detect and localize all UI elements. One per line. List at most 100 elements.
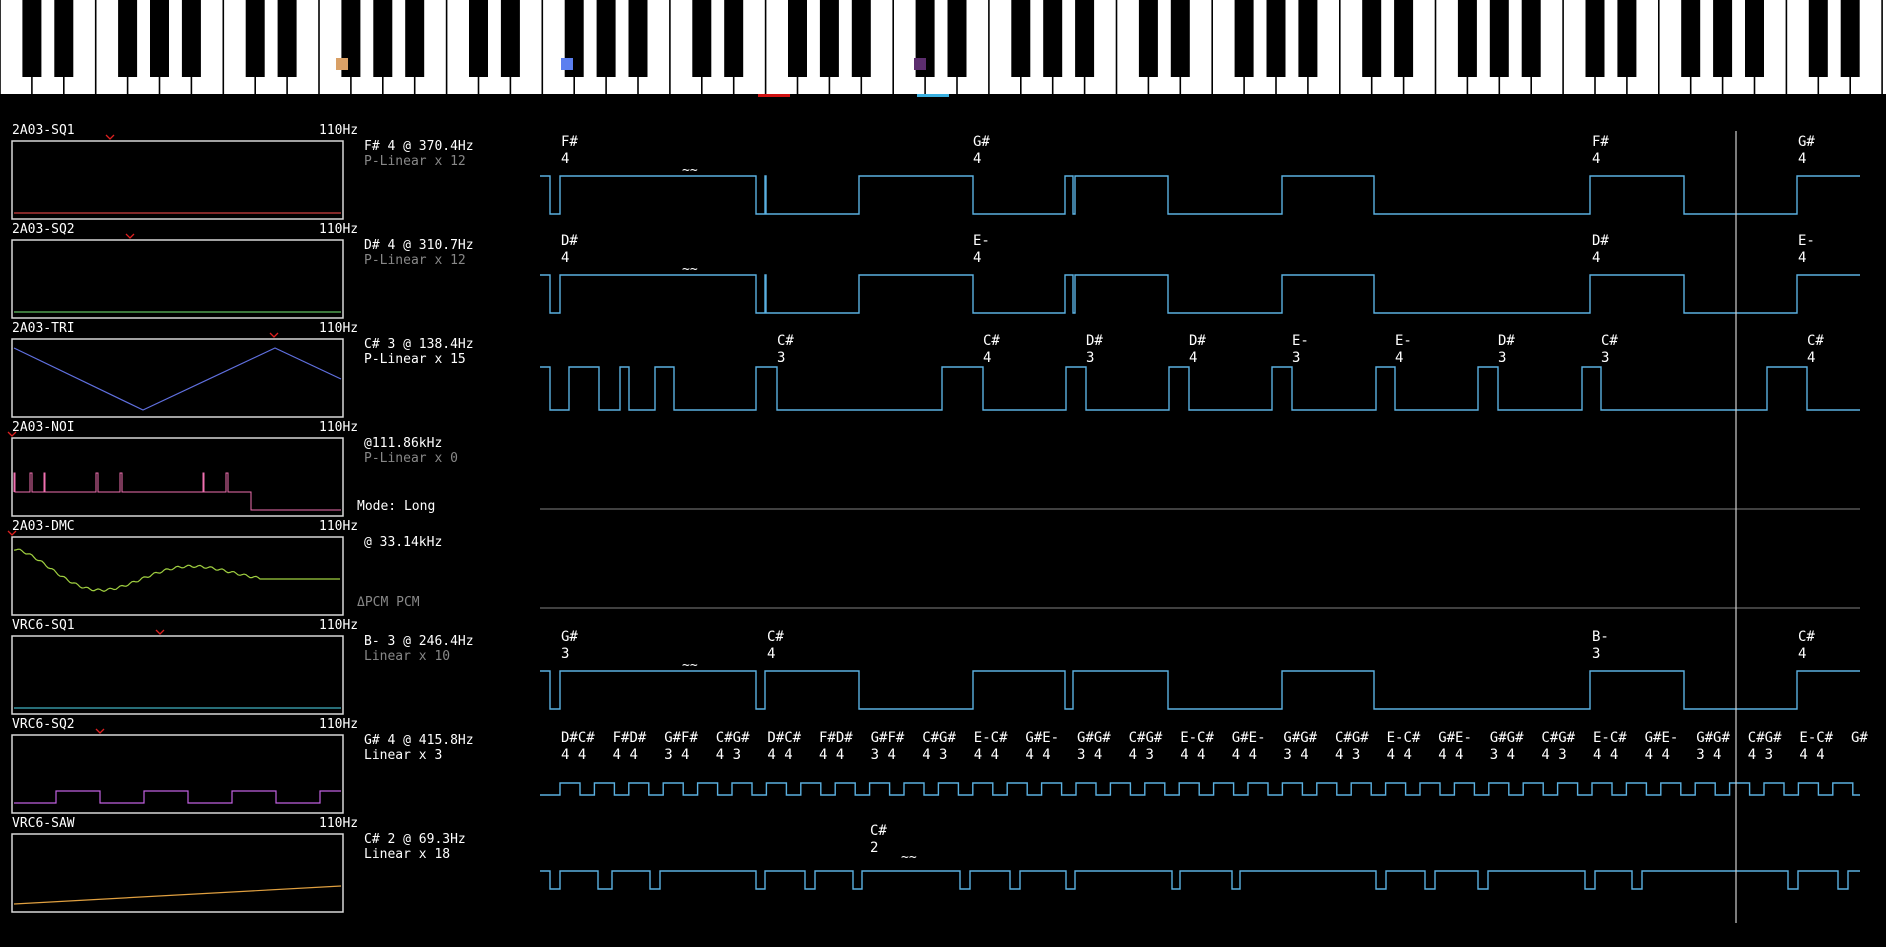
- note-label: C#: [1798, 629, 1815, 645]
- arpeggio-octaves: 4 4: [1232, 747, 1257, 763]
- arpeggio-notes: G#F#: [664, 730, 698, 746]
- black-key[interactable]: [1043, 0, 1063, 77]
- piano-keyboard[interactable]: [0, 0, 1886, 97]
- note-label: G#: [561, 629, 578, 645]
- black-key[interactable]: [373, 0, 393, 77]
- note-octave: 2: [870, 840, 878, 856]
- note-label: E-: [1798, 233, 1815, 249]
- note-octave: 4: [561, 250, 569, 266]
- channel-name: VRC6-SQ2: [12, 717, 75, 732]
- channel-scope-rate: 110Hz: [319, 420, 358, 435]
- black-key[interactable]: [692, 0, 712, 77]
- channel-pitch-mode: Linear x 3: [364, 748, 442, 763]
- black-key[interactable]: [819, 0, 839, 77]
- black-key[interactable]: [1840, 0, 1860, 77]
- black-key[interactable]: [1298, 0, 1318, 77]
- black-key[interactable]: [181, 0, 201, 77]
- note-label: C#: [983, 333, 1000, 349]
- black-key[interactable]: [915, 0, 935, 77]
- arpeggio-notes: G#G#: [1490, 730, 1524, 746]
- roll-track-2: D#4E-4D#4E-4~~: [540, 233, 1860, 314]
- roll-waveform: [540, 670, 1860, 710]
- note-label: D#: [1592, 233, 1609, 249]
- trigger-marker: [95, 728, 105, 734]
- arpeggio-octaves: 3 4: [1490, 747, 1515, 763]
- note-octave: 3: [561, 646, 569, 662]
- channel-name: VRC6-SQ1: [12, 618, 75, 633]
- note-octave: 4: [973, 250, 981, 266]
- black-key[interactable]: [500, 0, 520, 77]
- black-key[interactable]: [628, 0, 648, 77]
- black-key[interactable]: [1362, 0, 1382, 77]
- black-key[interactable]: [1585, 0, 1605, 77]
- channel-name: 2A03-SQ2: [12, 222, 75, 237]
- channel-pitch-readout: D# 4 @ 310.7Hz: [364, 238, 474, 253]
- black-key[interactable]: [469, 0, 488, 77]
- roll-track-7: D#C#4 4F#D#4 4G#F#3 4C#G#4 3D#C#4 4F#D#4…: [540, 730, 1868, 796]
- black-key[interactable]: [1234, 0, 1254, 77]
- note-label: E-: [973, 233, 990, 249]
- pressed-key-highlight: [758, 94, 790, 97]
- black-key[interactable]: [564, 0, 584, 77]
- channel-pitch-readout: C# 3 @ 138.4Hz: [364, 337, 474, 352]
- black-key[interactable]: [947, 0, 967, 77]
- channel-scope-rate: 110Hz: [319, 717, 358, 732]
- channel-pitch-mode: P-Linear x 15: [364, 352, 466, 367]
- black-key[interactable]: [405, 0, 425, 77]
- note-label: E-: [1292, 333, 1309, 349]
- black-key[interactable]: [1075, 0, 1095, 77]
- note-octave: 4: [1592, 151, 1600, 167]
- black-key[interactable]: [1011, 0, 1031, 77]
- arpeggio-octaves: 4 4: [561, 747, 586, 763]
- black-key[interactable]: [1745, 0, 1764, 77]
- channel-scope-rate: 110Hz: [319, 222, 358, 237]
- note-octave: 4: [1798, 151, 1806, 167]
- vibrato-indicator: ~~: [682, 658, 698, 673]
- channel-pitch-mode: P-Linear x 12: [364, 154, 466, 169]
- channel-name: 2A03-TRI: [12, 321, 75, 336]
- black-key[interactable]: [1138, 0, 1158, 77]
- roll-track-1: F#4G#4F#4G#4~~: [540, 134, 1860, 215]
- channel-name: 2A03-SQ1: [12, 123, 75, 138]
- black-key[interactable]: [1521, 0, 1541, 77]
- black-key[interactable]: [245, 0, 265, 77]
- black-key[interactable]: [1457, 0, 1477, 77]
- black-key[interactable]: [851, 0, 871, 77]
- black-key[interactable]: [1713, 0, 1733, 77]
- note-octave: 3: [1498, 350, 1506, 366]
- note-label: F#: [1592, 134, 1609, 150]
- black-key[interactable]: [788, 0, 807, 77]
- note-octave: 4: [983, 350, 991, 366]
- black-key[interactable]: [341, 0, 361, 77]
- black-key[interactable]: [724, 0, 744, 77]
- black-key[interactable]: [118, 0, 138, 77]
- black-key[interactable]: [150, 0, 169, 77]
- channel-scope-rate: 110Hz: [319, 321, 358, 336]
- note-label: G#: [973, 134, 990, 150]
- channel-pitch-readout: @ 33.14kHz: [364, 535, 442, 550]
- arpeggio-notes: G#E-: [1438, 730, 1472, 746]
- note-octave: 3: [1086, 350, 1094, 366]
- black-key[interactable]: [22, 0, 42, 77]
- white-key[interactable]: [1882, 0, 1886, 94]
- black-key[interactable]: [1394, 0, 1414, 77]
- black-key[interactable]: [277, 0, 297, 77]
- arpeggio-octaves: 4 4: [1025, 747, 1050, 763]
- black-key[interactable]: [596, 0, 616, 77]
- black-key[interactable]: [1808, 0, 1828, 77]
- black-key[interactable]: [1266, 0, 1286, 77]
- note-octave: 4: [1592, 250, 1600, 266]
- black-key[interactable]: [54, 0, 74, 77]
- black-key[interactable]: [1489, 0, 1509, 77]
- oscilloscope-frame: [11, 536, 344, 616]
- arpeggio-notes: C#G#: [922, 730, 956, 746]
- black-key[interactable]: [1681, 0, 1701, 77]
- oscilloscope-frame: [11, 833, 344, 913]
- black-key[interactable]: [1617, 0, 1637, 77]
- black-key[interactable]: [1170, 0, 1190, 77]
- note-octave: 4: [1189, 350, 1197, 366]
- channel-pitch-mode: P-Linear x 0: [364, 451, 458, 466]
